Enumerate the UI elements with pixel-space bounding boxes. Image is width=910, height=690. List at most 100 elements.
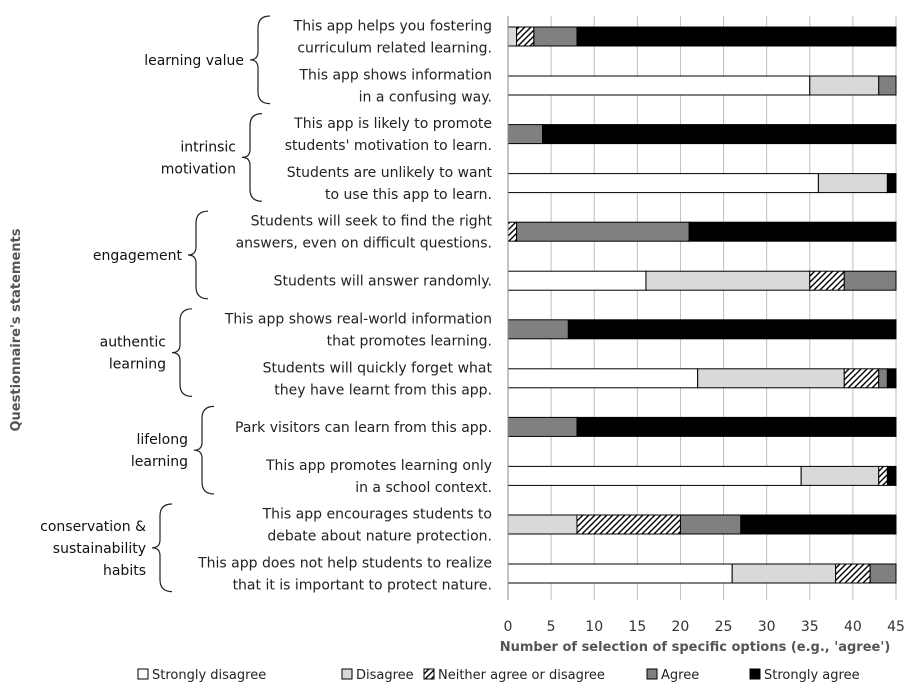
x-tick-label: 5 (547, 619, 556, 635)
group-brace (151, 503, 173, 593)
statement-label: students' motivation to learn. (285, 138, 492, 154)
statement-label: This app helps you fostering (293, 19, 492, 35)
bar-segment (533, 26, 578, 47)
bar-segment (645, 270, 811, 291)
category-label: learning value (144, 53, 244, 69)
y-axis-title: Questionnaire's statements (9, 228, 24, 431)
x-tick-label: 15 (628, 619, 646, 635)
bars-layer (507, 26, 897, 584)
statement-label: Students will quickly forget what (263, 360, 493, 376)
bar-segment (886, 173, 897, 194)
legend-swatch (423, 668, 435, 680)
bar-segment (809, 270, 845, 291)
bar-segment (576, 514, 681, 535)
statement-label: This app shows real-world information (224, 311, 492, 327)
category-label: motivation (161, 161, 236, 177)
legend-label: Disagree (356, 668, 414, 683)
bar-segment (507, 221, 518, 242)
bar-segment (507, 416, 578, 437)
statement-label: This app encourages students to (262, 507, 492, 523)
bar-segment (507, 26, 518, 47)
x-tick-label: 10 (585, 619, 603, 635)
statement-label: Students will seek to find the right (251, 214, 493, 230)
bar-segment (843, 368, 880, 389)
legend: Strongly disagree Disagree Neither agree o… (137, 668, 860, 683)
category-label: intrinsic (180, 139, 236, 155)
statement-label: debate about nature protection. (267, 529, 492, 545)
bar-segment (878, 75, 897, 96)
bar-segment (843, 270, 897, 291)
statement-label: This app is likely to promote (293, 116, 492, 132)
bar-segment (886, 465, 897, 486)
x-tick-label: 20 (672, 619, 690, 635)
x-tick-label: 40 (844, 619, 862, 635)
bar-segment (507, 465, 802, 486)
statement-label: This app promotes learning only (265, 458, 492, 474)
x-tick-label: 25 (715, 619, 733, 635)
statement-label: curriculum related learning. (297, 41, 492, 57)
statement-label: that it is important to protect nature. (233, 578, 492, 594)
grid-layer (507, 16, 897, 600)
statement-label: they have learnt from this app. (274, 382, 492, 398)
bar-segment (516, 26, 535, 47)
category-label: lifelong (136, 432, 188, 448)
statement-label: Students are unlikely to want (287, 165, 493, 181)
statement-label: answers, even on difficult questions. (236, 236, 492, 252)
bar-segment (835, 563, 871, 584)
legend-swatch (137, 668, 149, 680)
x-tick-label: 45 (887, 619, 905, 635)
x-tick-label: 30 (758, 619, 776, 635)
group-brace (171, 308, 193, 397)
statement-label: Students will answer randomly. (274, 274, 492, 290)
x-axis: 0 5 10 15 20 25 30 35 40 45 (504, 16, 905, 635)
statement-label: This app shows information (298, 68, 492, 84)
category-label: learning (131, 454, 188, 470)
group-brace (249, 15, 271, 105)
bar-segment (541, 124, 897, 145)
bar-segment (878, 368, 888, 389)
category-label: engagement (93, 248, 183, 264)
bar-segment (507, 173, 819, 194)
category-label: habits (103, 563, 146, 579)
bar-segment (567, 319, 897, 340)
category-label: authentic (100, 335, 166, 351)
bar-segment (740, 514, 897, 535)
bar-segment (679, 514, 742, 535)
legend-swatch (341, 668, 353, 680)
bar-segment (800, 465, 880, 486)
statement-label: Park visitors can learn from this app. (235, 420, 492, 436)
bar-segment (886, 368, 897, 389)
statement-label: This app does not help students to reali… (197, 556, 492, 572)
bar-segment (507, 319, 569, 340)
bar-segment (507, 563, 733, 584)
bar-segment (809, 75, 880, 96)
statement-label: in a school context. (355, 480, 492, 496)
bar-segment (688, 221, 897, 242)
legend-label: Agree (661, 668, 699, 683)
statement-label: to use this app to learn. (325, 187, 492, 203)
bar-segment (878, 465, 888, 486)
category-label: learning (109, 357, 166, 373)
legend-swatch (749, 668, 761, 680)
legend-label: Neither agree or disagree (438, 668, 605, 683)
bar-segment (817, 173, 888, 194)
bar-segment (697, 368, 845, 389)
x-tick-label: 35 (801, 619, 819, 635)
bar-segment (576, 26, 897, 47)
bar-segment (731, 563, 837, 584)
bar-segment (507, 75, 811, 96)
bar-segment (507, 368, 699, 389)
bar-segment (507, 514, 578, 535)
statement-label: that promotes learning. (327, 333, 492, 349)
legend-swatch (646, 668, 658, 680)
labels-layer: learning value This app helps you fosteri… (40, 15, 493, 594)
statement-label: in a confusing way. (359, 90, 492, 106)
bar-segment (507, 124, 543, 145)
group-brace (241, 113, 263, 202)
group-brace (193, 405, 215, 495)
x-tick-label: 0 (504, 619, 513, 635)
bar-segment (869, 563, 897, 584)
x-axis-title: Number of selection of specific options … (500, 640, 891, 655)
